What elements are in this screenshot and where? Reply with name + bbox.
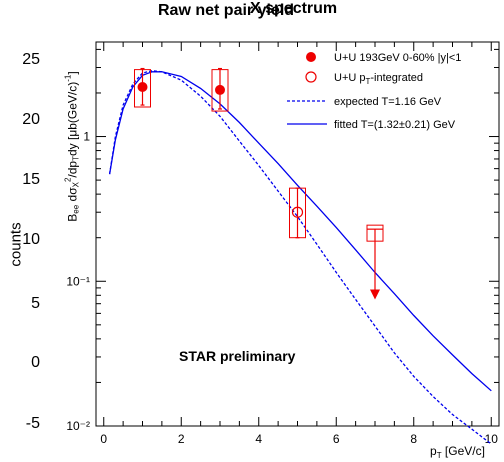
outer-y-tick: 15 xyxy=(22,171,40,188)
outer-y-tick: -5 xyxy=(25,415,40,432)
y-axis-ticks: 1 10⁻¹ 10⁻² xyxy=(66,48,499,433)
upper-limit-arrow xyxy=(370,289,380,300)
y-tick-label: 1 xyxy=(83,130,90,144)
data-point-filled xyxy=(215,84,225,95)
legend-symbol-filled-circle xyxy=(306,52,316,62)
outer-y-tick: 10 xyxy=(22,231,40,248)
legend-label: expected T=1.16 GeV xyxy=(334,96,442,108)
outer-chart-title: Raw net pair yield xyxy=(158,2,295,19)
outer-y-tick: 20 xyxy=(22,111,40,128)
x-axis-label: pT [GeV/c] xyxy=(430,444,485,460)
legend: U+U 193GeV 0-60% |y|<1 U+U pT-integrated e… xyxy=(287,52,461,131)
outer-y-tick: 5 xyxy=(31,295,40,312)
legend-label: fitted T=(1.32±0.21) GeV xyxy=(334,119,456,131)
x-tick-label: 2 xyxy=(178,432,185,446)
y-tick-label: 10⁻¹ xyxy=(66,274,90,288)
model-curves xyxy=(108,70,492,445)
x-tick-label: 4 xyxy=(255,432,262,446)
legend-label: U+U 193GeV 0-60% |y|<1 xyxy=(334,52,461,64)
data-points xyxy=(134,67,384,300)
y-axis-label: Bee dσX2/dpTdy [μb(GeV/c)-1] xyxy=(63,71,81,222)
data-point-open xyxy=(291,206,304,218)
curve-fitted xyxy=(108,71,492,392)
x-tick-label: 8 xyxy=(410,432,417,446)
x-tick-label: 6 xyxy=(333,432,340,446)
outer-y-tick: 0 xyxy=(31,354,40,371)
chart-title: X spectrum xyxy=(250,0,338,17)
x-tick-label: 0 xyxy=(100,432,107,446)
legend-symbol-open-circle xyxy=(305,71,317,83)
annotation-star-preliminary: STAR preliminary xyxy=(179,348,296,364)
curve-expected xyxy=(108,70,492,445)
x-axis-ticks: 0 2 4 6 8 10 xyxy=(100,42,498,446)
legend-label: U+U pT-integrated xyxy=(334,72,423,86)
x-tick-label: 10 xyxy=(485,432,499,446)
outer-y-tick: 25 xyxy=(22,51,40,68)
y-tick-label: 10⁻² xyxy=(66,419,90,433)
data-point-filled xyxy=(137,81,148,92)
